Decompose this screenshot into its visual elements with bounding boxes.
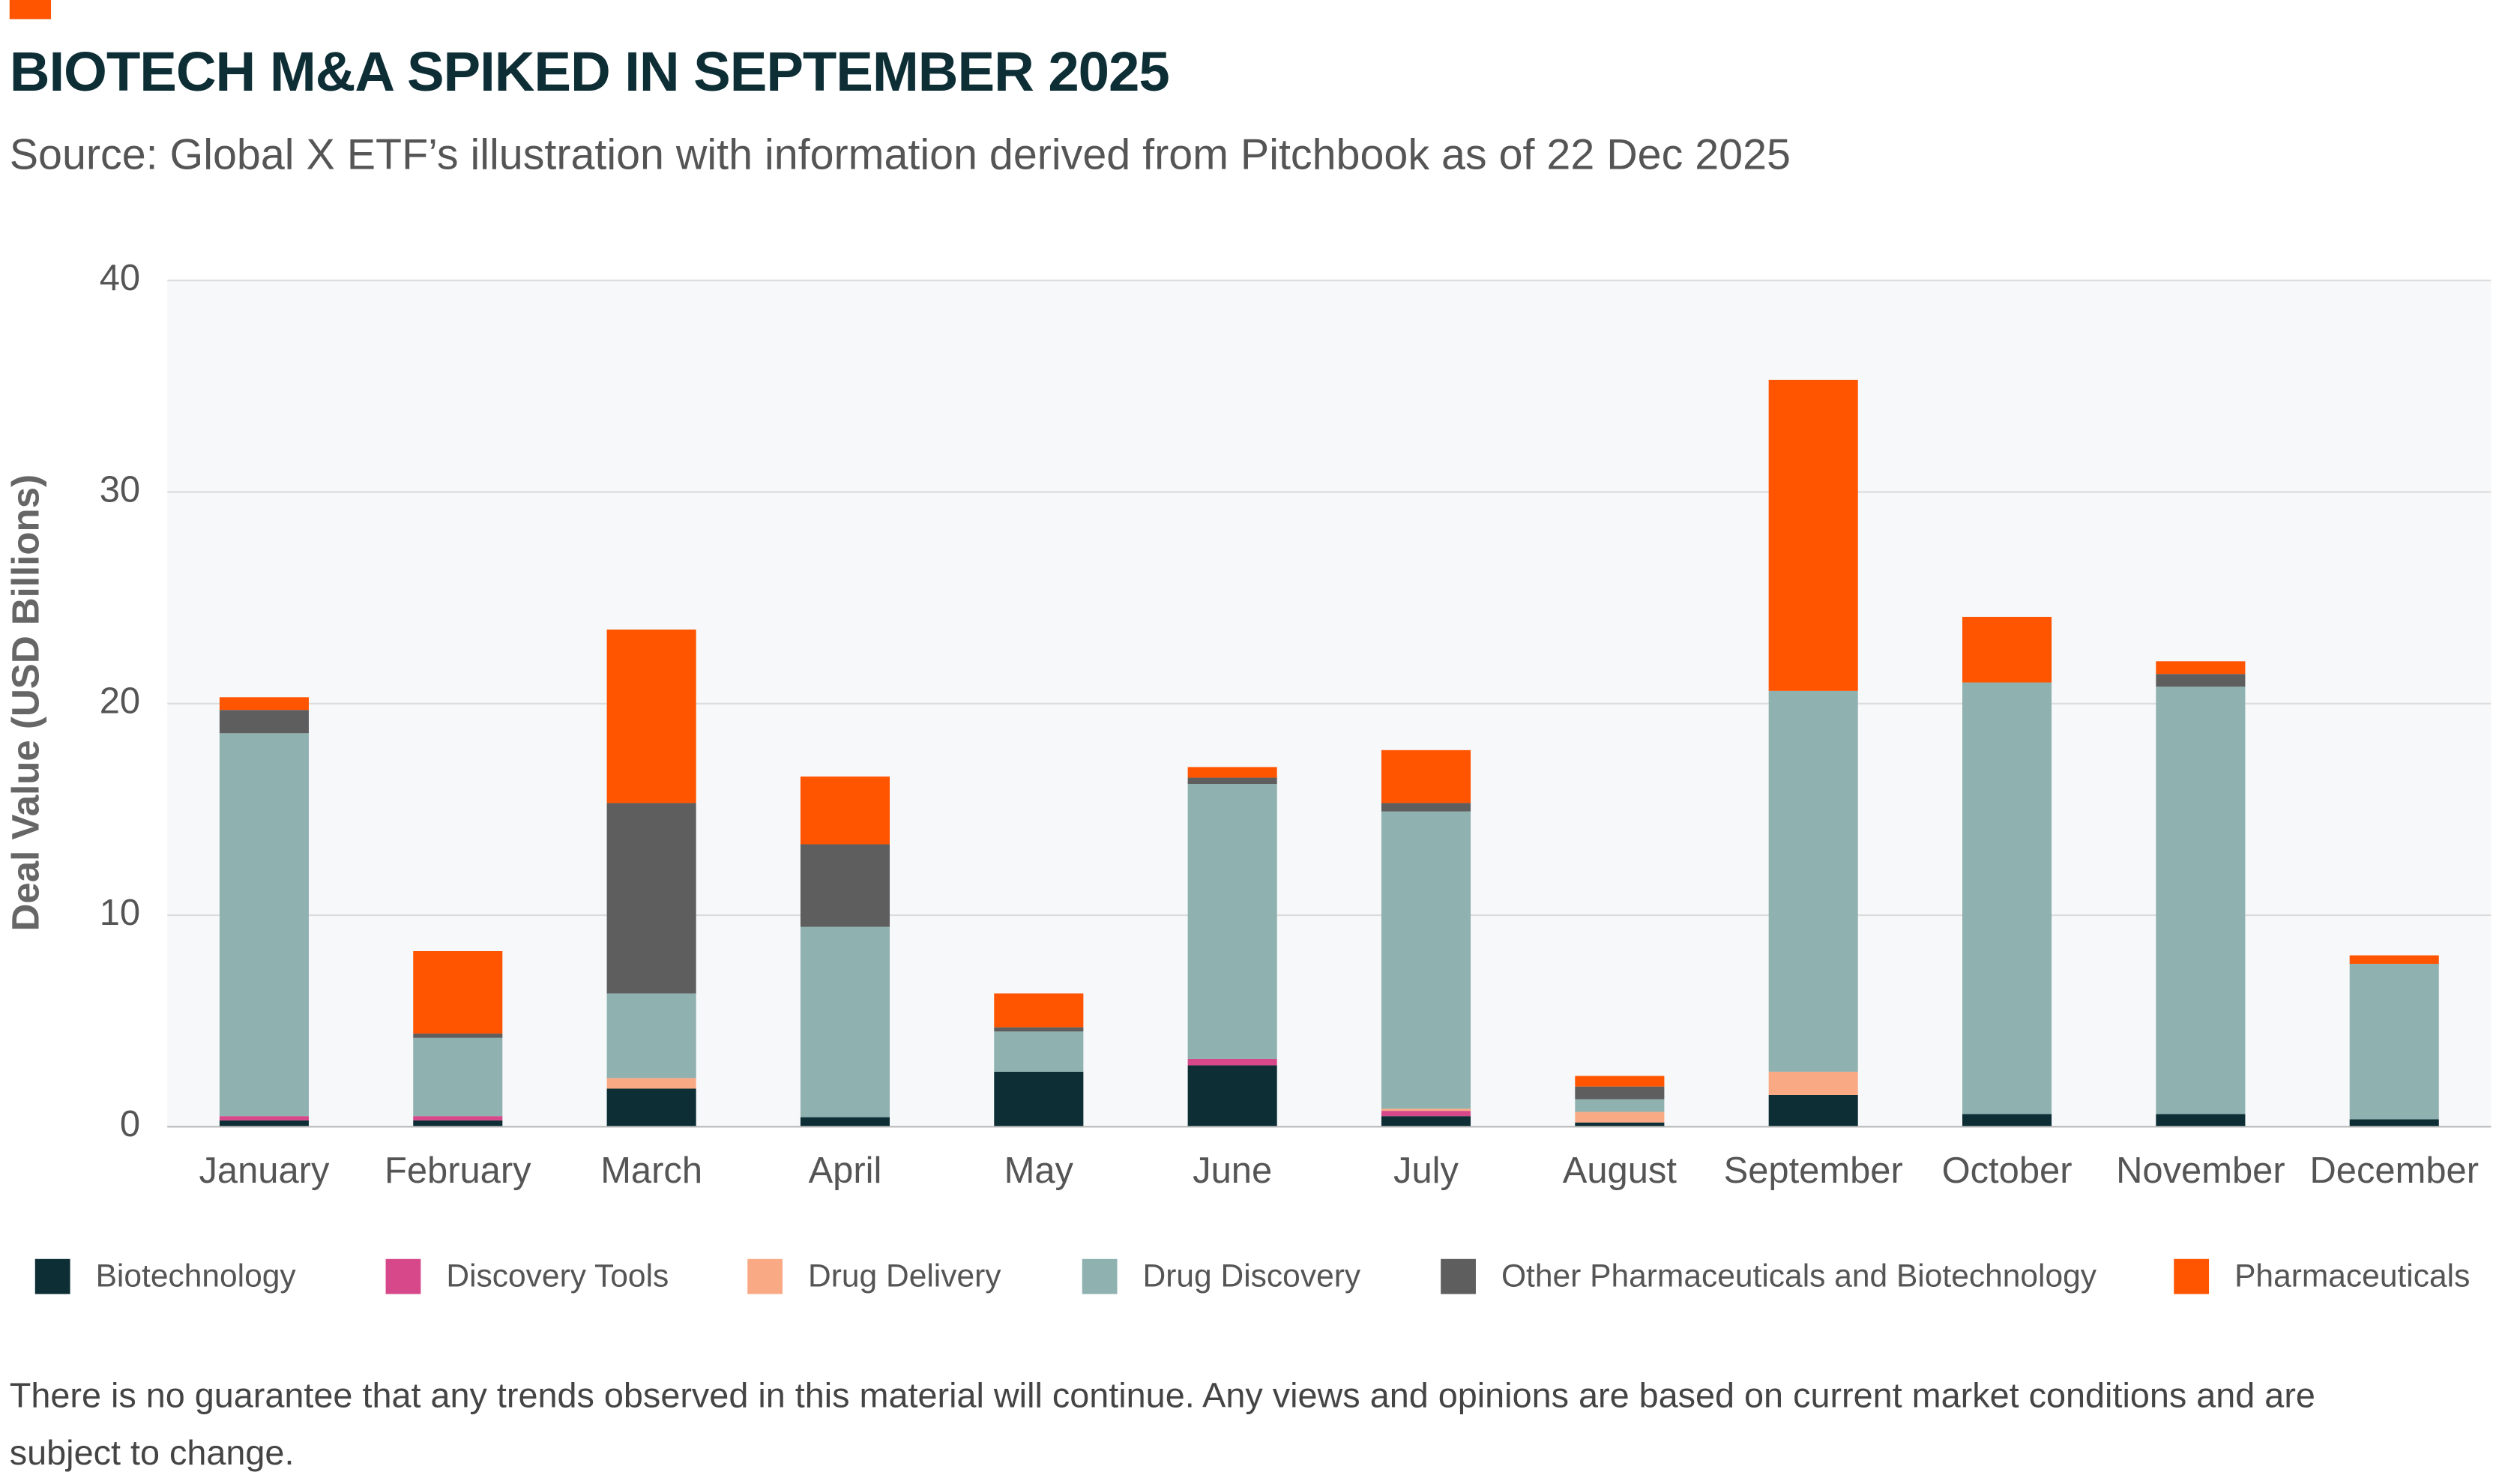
legend-swatch — [34, 1258, 70, 1294]
bar-segment — [800, 926, 890, 1117]
y-axis-label: Deal Value (USD Billions) — [4, 474, 47, 931]
bar-segment — [1381, 1116, 1471, 1127]
bar-segment — [606, 1078, 696, 1089]
bar-segment — [1575, 1112, 1665, 1123]
bar-segment — [2349, 963, 2439, 1120]
bar-segment — [219, 733, 309, 1117]
footnote: There is no guarantee that any trends ob… — [9, 1375, 2315, 1473]
chart-title: BIOTECH M&A SPIKED IN SEPTEMBER 2025 — [9, 41, 1170, 104]
bar-segment — [1381, 803, 1471, 812]
bar-segment — [1381, 1109, 1471, 1112]
x-tick-label: February — [385, 1150, 531, 1191]
legend-swatch — [385, 1258, 421, 1294]
bar-segment — [800, 776, 890, 845]
bar-segment — [413, 1116, 503, 1120]
legend-label: Drug Discovery — [1143, 1259, 1361, 1294]
bar-segment — [994, 1071, 1084, 1127]
x-tick-label: January — [199, 1150, 329, 1191]
x-tick-label: April — [809, 1150, 882, 1191]
bar-segment — [413, 1034, 503, 1038]
bar-segment — [800, 1117, 890, 1127]
bar-segment — [2349, 1119, 2439, 1127]
legend-swatch — [1082, 1258, 1118, 1294]
bar-segment — [1381, 1111, 1471, 1117]
bar-segment — [413, 951, 503, 1034]
accent-mark — [9, 0, 52, 19]
bar-segment — [1768, 1071, 1858, 1095]
legend-swatch — [2174, 1258, 2210, 1294]
bar-segment — [1575, 1099, 1665, 1112]
bar-segment — [1187, 1065, 1277, 1127]
bar-segment — [413, 1037, 503, 1117]
y-tick-label: 10 — [100, 893, 140, 933]
x-tick-label: August — [1563, 1150, 1677, 1191]
bar-segment — [1381, 811, 1471, 1109]
chart-subtitle: Source: Global X ETF’s illustration with… — [9, 130, 1791, 179]
bar-segment — [606, 993, 696, 1079]
chart: Deal Value (USD Billions) 0 10 20 30 40 Janua… — [4, 258, 2492, 1294]
bar-segment — [2349, 955, 2439, 964]
bar-segment — [1962, 1114, 2052, 1127]
bar-segment — [2156, 674, 2246, 687]
bar-segment — [1962, 682, 2052, 1114]
legend-label: Discovery Tools — [446, 1259, 669, 1294]
legend-label: Drug Delivery — [808, 1259, 1001, 1294]
bar-segment — [1768, 379, 1858, 691]
bar-segment — [1962, 617, 2052, 683]
bar-segment — [994, 1031, 1084, 1072]
x-tick-label: September — [1724, 1150, 1903, 1191]
bar-segment — [800, 844, 890, 927]
bar-segment — [1575, 1086, 1665, 1100]
bar-segment — [2156, 687, 2246, 1114]
bar-segment — [219, 710, 309, 734]
bar-segment — [1575, 1122, 1665, 1127]
bar-segment — [606, 1088, 696, 1127]
bar-segment — [219, 1120, 309, 1127]
legend-swatch — [1441, 1258, 1476, 1294]
bar-segment — [1187, 777, 1277, 785]
legend-swatch — [747, 1258, 783, 1294]
y-tick-label: 0 — [120, 1104, 140, 1144]
bar-segment — [1768, 1094, 1858, 1127]
bar-segment — [413, 1120, 503, 1127]
bar-segment — [1187, 767, 1277, 778]
legend-label: Pharmaceuticals — [2234, 1259, 2470, 1294]
bar-segment — [1187, 784, 1277, 1059]
bar-segment — [994, 1027, 1084, 1032]
bar-segment — [2156, 1114, 2246, 1127]
x-tick-label: May — [1004, 1150, 1074, 1191]
x-tick-label: March — [600, 1150, 702, 1191]
x-tick-label: December — [2309, 1150, 2479, 1191]
bar-segment — [1768, 690, 1858, 1072]
x-tick-label: June — [1193, 1150, 1272, 1191]
x-tick-label: July — [1393, 1150, 1459, 1191]
bar-segment — [2156, 661, 2246, 675]
y-tick-label: 20 — [100, 681, 140, 722]
bar-segment — [994, 993, 1084, 1028]
y-tick-label: 40 — [100, 258, 140, 298]
bar-segment — [606, 629, 696, 803]
bar-segment — [1575, 1076, 1665, 1087]
x-tick-label: November — [2116, 1150, 2285, 1191]
bar-segment — [606, 803, 696, 994]
y-tick-label: 30 — [100, 469, 140, 510]
legend-label: Biotechnology — [96, 1259, 297, 1294]
bar-segment — [219, 1116, 309, 1120]
bar-segment — [1187, 1058, 1277, 1066]
bar-segment — [1381, 749, 1471, 803]
x-tick-label: October — [1942, 1150, 2073, 1191]
bar-segment — [219, 697, 309, 711]
legend-label: Other Pharmaceuticals and Biotechnology — [1501, 1259, 2097, 1294]
